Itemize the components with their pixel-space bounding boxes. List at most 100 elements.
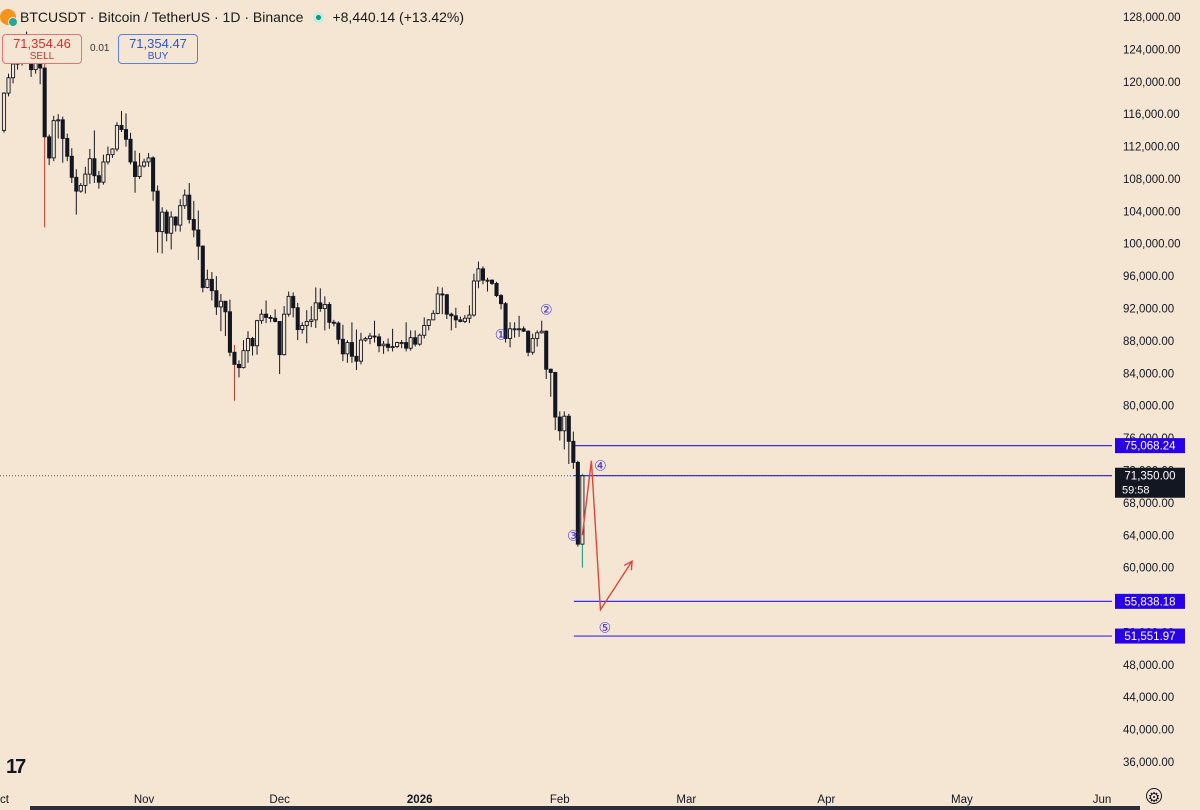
candle-body <box>300 325 305 331</box>
x-tick-label: Jun <box>1093 794 1112 806</box>
candle-body <box>178 205 183 226</box>
candle <box>381 340 386 354</box>
candle <box>142 158 147 168</box>
candle <box>291 292 296 318</box>
candle-body <box>413 337 418 345</box>
candle-body <box>164 211 169 234</box>
candle-body <box>227 311 232 353</box>
candle <box>444 293 449 320</box>
candle <box>83 166 88 194</box>
candle-body <box>336 322 341 340</box>
candle <box>74 169 79 215</box>
candle-body <box>250 338 255 347</box>
y-tick-label: 40,000.00 <box>1123 725 1174 737</box>
candle <box>404 322 409 352</box>
candle-body <box>390 346 395 349</box>
candle <box>264 300 269 324</box>
level-label-bg <box>1115 628 1185 644</box>
buy-button[interactable]: 71,354.47 BUY <box>118 34 198 64</box>
wave-label: ⑤ <box>599 621 612 637</box>
y-tick-label: 104,000.00 <box>1123 206 1181 218</box>
candle-body <box>467 314 472 319</box>
projection-path <box>581 460 633 612</box>
level-label: 55,838.18 <box>1115 593 1185 609</box>
candle-body <box>571 440 576 463</box>
candle-body <box>386 343 391 348</box>
candle <box>255 319 260 355</box>
candle <box>182 189 187 209</box>
candle-body <box>381 343 386 347</box>
candle-body <box>462 317 467 322</box>
candle-body <box>110 148 115 156</box>
candle <box>65 133 70 162</box>
candle-body <box>223 300 228 313</box>
candle <box>566 413 571 464</box>
spread-value: 0.01 <box>90 43 110 54</box>
candle-body <box>277 321 282 356</box>
candle <box>56 114 61 139</box>
candle-body <box>345 342 350 355</box>
candle-body <box>268 316 273 319</box>
candle-body <box>354 355 359 362</box>
candle <box>318 288 323 312</box>
candle <box>268 315 273 323</box>
candle-body <box>214 290 219 308</box>
candle-body <box>151 157 156 192</box>
candle <box>300 322 305 334</box>
level-label-text: 75,068.24 <box>1124 441 1176 453</box>
y-tick-label: 116,000.00 <box>1123 109 1180 121</box>
candle-body <box>295 307 300 331</box>
candle-body <box>191 218 196 231</box>
candle <box>535 330 540 347</box>
candle-body <box>503 303 508 339</box>
symbol-title[interactable]: BTCUSDT · Bitcoin / TetherUS · 1D · Bina… <box>20 9 304 25</box>
candle <box>227 299 232 357</box>
candle-body <box>196 229 201 247</box>
candle <box>390 328 395 352</box>
level-label: 51,551.97 <box>1115 628 1185 644</box>
candle <box>557 411 562 441</box>
level-label: 75,068.24 <box>1115 438 1185 454</box>
time-axis[interactable]: ct Nov Dec 2026 Feb Mar Apr May Jun <box>0 794 1111 806</box>
sell-button[interactable]: 71,354.46 SELL <box>2 34 82 64</box>
candle <box>489 279 495 286</box>
y-tick-label: 36,000.00 <box>1123 757 1174 769</box>
candle-body <box>83 173 88 186</box>
candle <box>512 322 517 338</box>
candle <box>413 330 418 347</box>
candle <box>123 113 129 147</box>
candle-body <box>232 351 237 365</box>
candle <box>205 269 210 289</box>
candle <box>47 134 52 166</box>
candle-body <box>426 319 431 326</box>
candle-body <box>566 415 571 442</box>
buy-price: 71,354.47 <box>129 36 187 51</box>
candle <box>155 185 160 253</box>
tradingview-logo-icon[interactable]: 17 <box>6 756 26 778</box>
candle <box>449 312 454 331</box>
candle <box>169 211 174 250</box>
candle <box>544 330 549 379</box>
candle-body <box>318 302 323 309</box>
candle <box>426 319 431 331</box>
gear-icon[interactable]: ⚙ <box>1146 788 1162 805</box>
y-tick-label: 64,000.00 <box>1123 530 1174 542</box>
candle-body <box>340 338 345 355</box>
price-axis[interactable]: 36,000.0040,000.0044,000.0048,000.0052,0… <box>1123 12 1181 769</box>
candle-body <box>494 282 499 297</box>
candle <box>277 321 282 375</box>
candle-body <box>458 319 463 322</box>
candle-body <box>123 129 129 140</box>
candle <box>196 210 201 260</box>
candle <box>236 360 241 378</box>
candle <box>273 309 278 323</box>
candle-body <box>485 279 490 282</box>
candle-body <box>56 119 61 122</box>
candle-body <box>128 138 133 163</box>
candle-body <box>517 328 522 331</box>
candle-body <box>78 184 83 192</box>
candle <box>548 368 553 397</box>
candle <box>526 330 531 357</box>
candle <box>101 154 106 185</box>
